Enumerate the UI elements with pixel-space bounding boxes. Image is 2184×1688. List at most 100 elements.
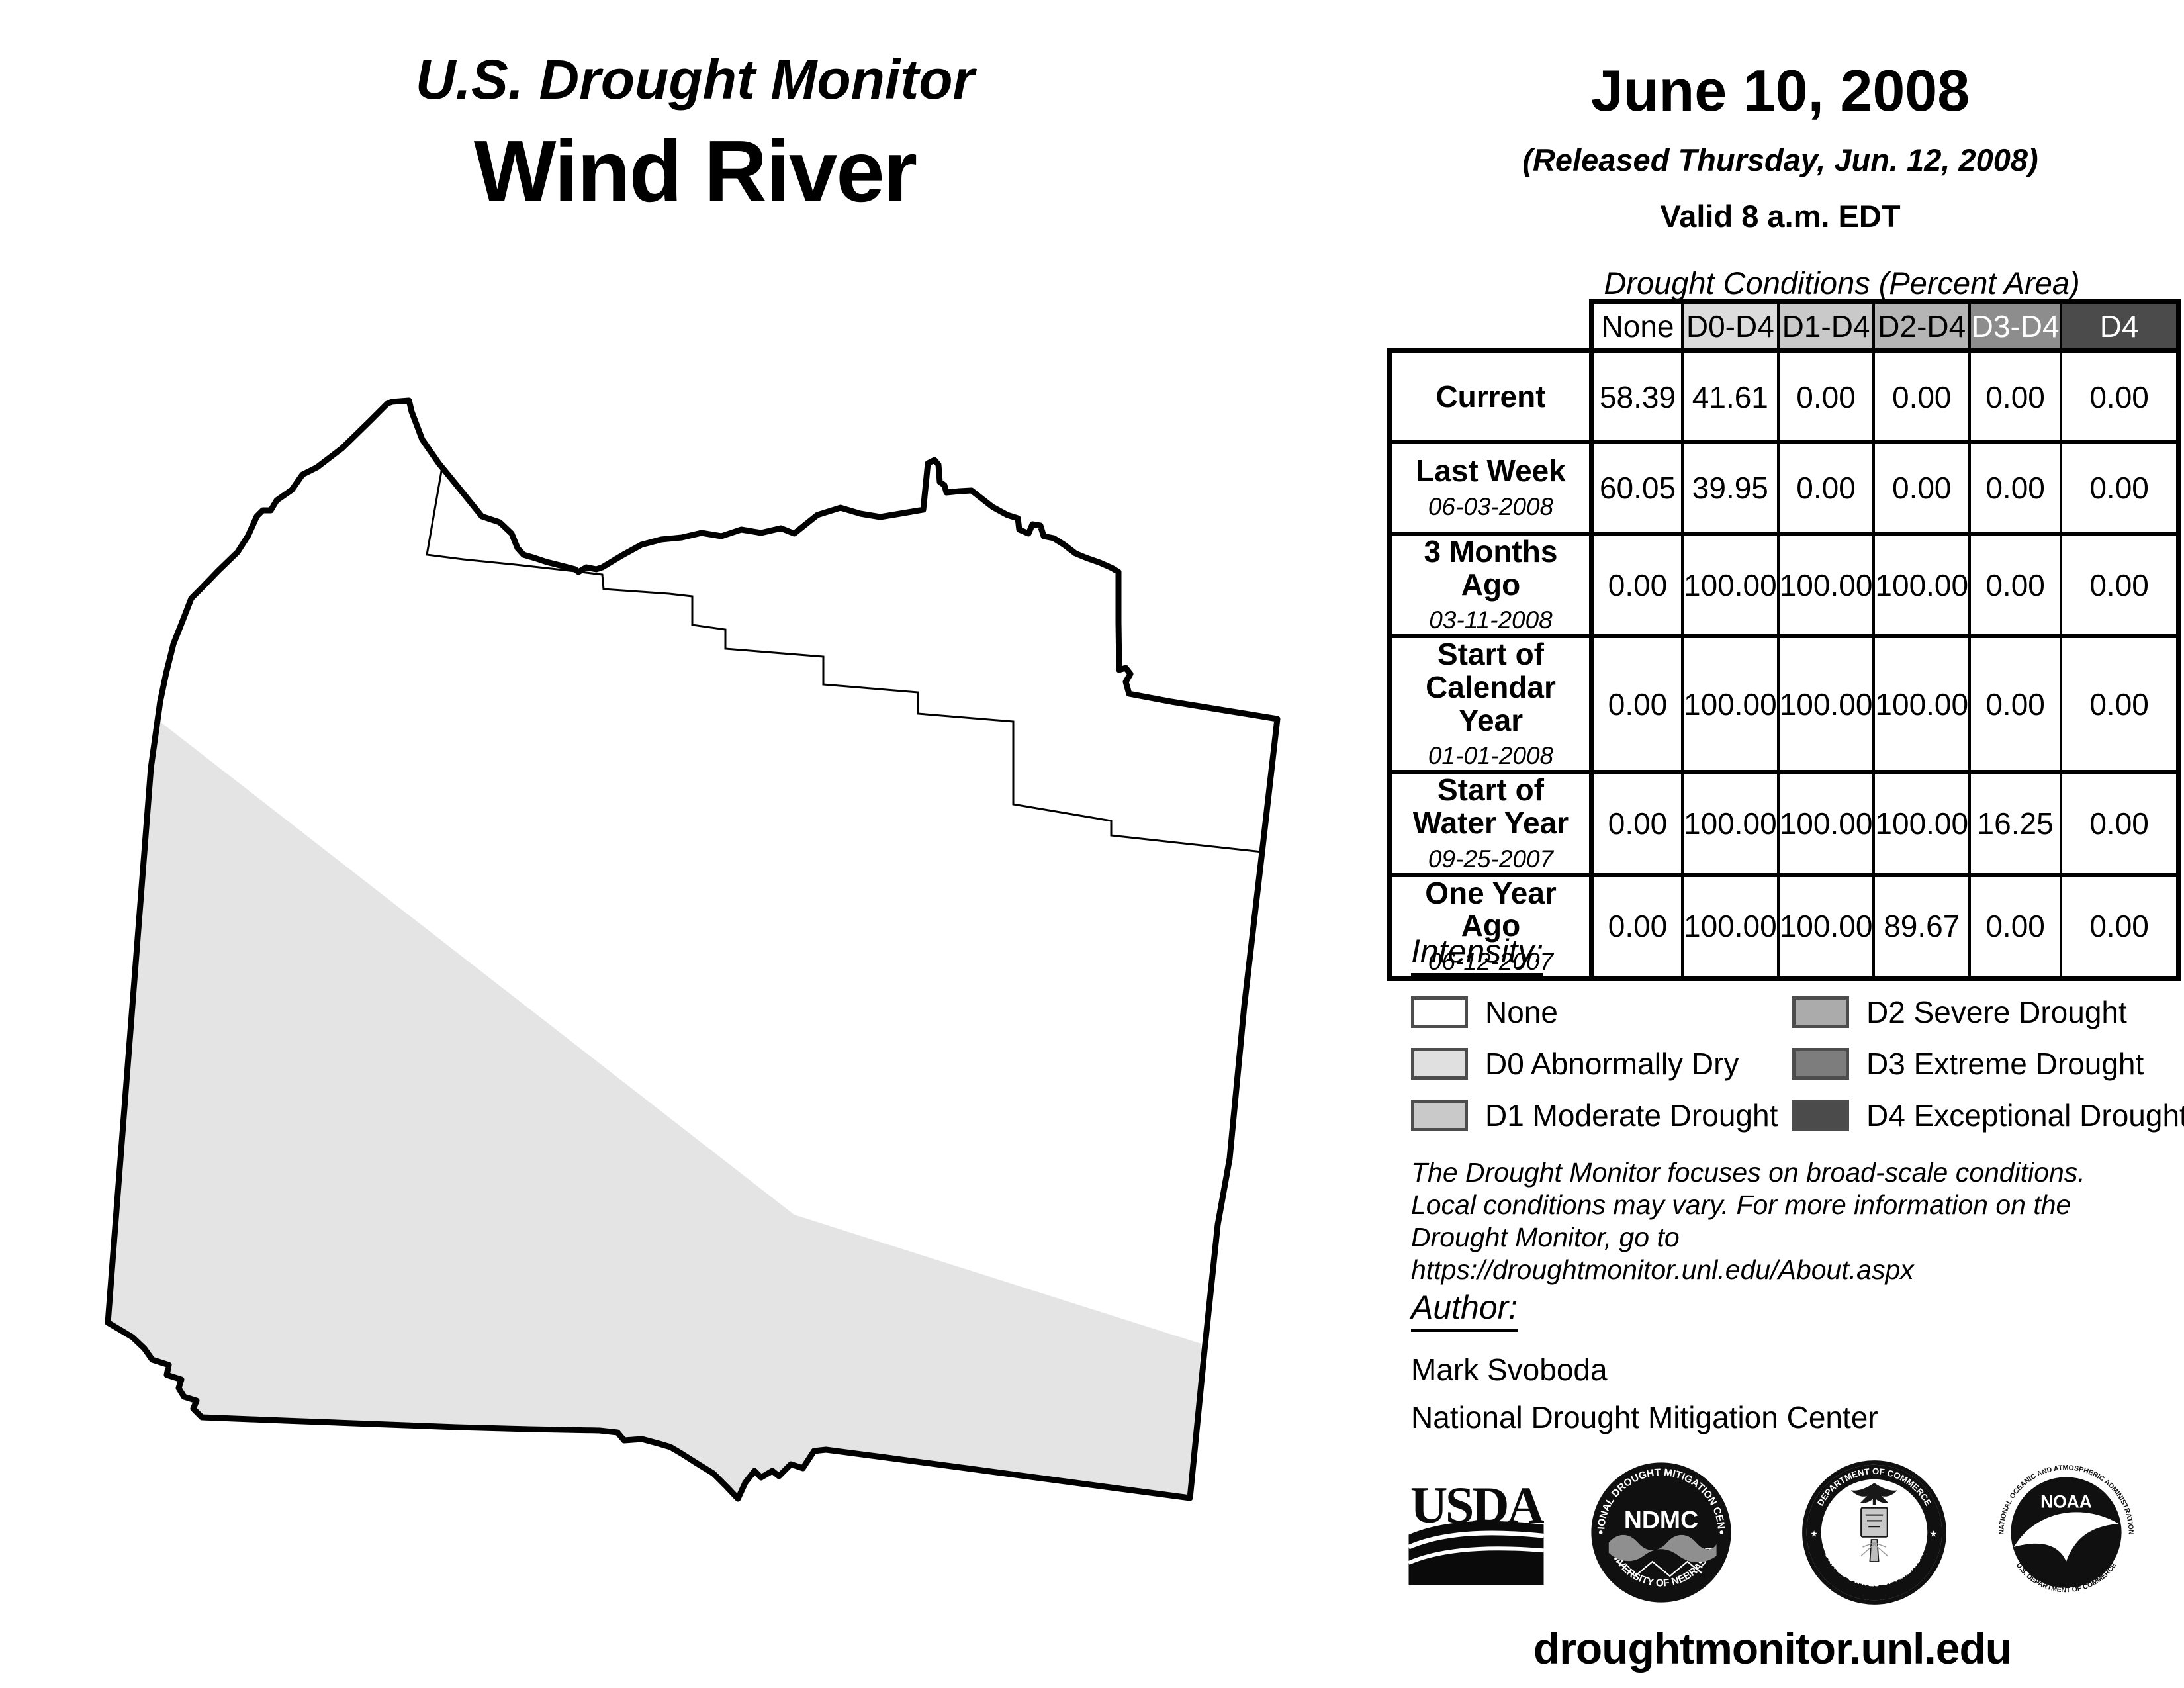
row-label-cell: 3 Months Ago 03-11-2008: [1387, 531, 1594, 639]
legend-swatch-icon: [1411, 996, 1468, 1028]
row-label-cell: Last Week 06-03-2008: [1387, 440, 1594, 536]
legend-swatch-icon: [1792, 1100, 1849, 1131]
commerce-ring-band: [1806, 1464, 1942, 1601]
value-cell: 16.25: [1968, 770, 2063, 877]
value-cell: 39.95: [1681, 440, 1780, 536]
table-corner-cell: [1390, 301, 1592, 351]
program-title: U.S. Drought Monitor: [415, 48, 975, 111]
ndmc-wave-icon: [1608, 1534, 1717, 1563]
ndmc-center-text: NDMC: [1624, 1505, 1698, 1533]
value-cell: 0.00: [1590, 872, 1684, 982]
map-reservation-border: [105, 397, 1281, 1502]
value-cell: 0.00: [1968, 440, 2063, 536]
commerce-shield-icon: [1860, 1507, 1888, 1538]
released-date: (Released Thursday, Jun. 12, 2008): [1522, 142, 2038, 177]
legend-label: D0 Abnormally Dry: [1485, 1047, 1739, 1081]
value-cell: 0.00: [1968, 531, 2063, 639]
value-cell: 58.39: [1590, 348, 1684, 444]
commerce-lighthouse-icon: [1869, 1539, 1880, 1562]
author-org: National Drought Mitigation Center: [1411, 1400, 1878, 1434]
disclaimer-line: Drought Monitor, go to https://droughtmo…: [1411, 1222, 1914, 1285]
value-cell: 0.00: [2060, 531, 2182, 639]
value-cell: 100.00: [1681, 634, 1780, 774]
disclaimer-line: The Drought Monitor focuses on broad-sca…: [1411, 1157, 2085, 1188]
drought-table: None D0-D4 D1-D4 D2-D4 D3-D4 D4 Current 58.39 4…: [1387, 299, 2182, 982]
footer-url: droughtmonitor.unl.edu: [1533, 1624, 2012, 1673]
legend-item: D4 Exceptional Drought: [1792, 1090, 2184, 1141]
usda-swoosh-icon: [1408, 1546, 1544, 1565]
ndmc-logo: NATIONAL DROUGHT MITIGATION CENTER UNIVE…: [1588, 1460, 1731, 1603]
value-cell: 0.00: [1872, 440, 1972, 536]
column-header-d3-d4: D3-D4: [1968, 299, 2063, 353]
legend-label: D3 Extreme Drought: [1866, 1047, 2144, 1081]
value-cell: 100.00: [1776, 531, 1876, 639]
legend-item: D3 Extreme Drought: [1792, 1038, 2184, 1090]
map-d0-area: [108, 720, 1201, 1499]
disclaimer: The Drought Monitor focuses on broad-sca…: [1411, 1156, 2184, 1286]
value-cell: 0.00: [1968, 348, 2063, 444]
author-name: Mark Svoboda: [1411, 1352, 1608, 1387]
region-title: Wind River: [473, 122, 917, 220]
usda-field-shape: [1408, 1521, 1544, 1585]
title-block: U.S. Drought Monitor Wind River: [212, 48, 1178, 221]
value-cell: 0.00: [1872, 348, 1972, 444]
column-header-d4: D4: [2060, 299, 2182, 353]
row-label: One Year Ago: [1425, 875, 1557, 943]
table-row: Start of Calendar Year 01-01-2008 0.00 100.…: [1387, 634, 2182, 774]
value-cell: 0.00: [1776, 440, 1876, 536]
valid-time: Valid 8 a.m. EDT: [1660, 199, 1901, 234]
row-date: 06-12-2007: [1428, 948, 1554, 976]
legend-label: None: [1485, 995, 1558, 1029]
row-date: 01-01-2008: [1428, 742, 1554, 770]
value-cell: 0.00: [2060, 348, 2182, 444]
legend-swatch-icon: [1411, 1048, 1468, 1080]
table-body: Current 58.39 41.61 0.00 0.00 0.00 0.00 Last We…: [1387, 348, 2182, 982]
row-label: 3 Months Ago: [1424, 534, 1558, 602]
author-block: Author: Mark Svoboda National Drought Mi…: [1411, 1288, 1878, 1435]
column-header-none: None: [1589, 299, 1684, 353]
column-header-d1-d4: D1-D4: [1776, 299, 1876, 353]
usda-swoosh-icon: [1408, 1530, 1544, 1550]
table-row: Last Week 06-03-2008 60.05 39.95 0.00 0.00 0.0…: [1387, 440, 2182, 536]
noaa-logo: NATIONAL OCEANIC AND ATMOSPHERIC ADMINIS…: [1996, 1462, 2136, 1603]
value-cell: 0.00: [2060, 872, 2182, 982]
value-cell: 100.00: [1872, 770, 1972, 877]
row-label-cell: Current: [1387, 348, 1594, 444]
value-cell: 0.00: [2060, 440, 2182, 536]
commerce-eagle-icon: [1850, 1483, 1898, 1505]
row-label-cell: Start of Water Year 09-25-2007: [1387, 770, 1594, 877]
map-date: June 10, 2008: [1590, 58, 1970, 123]
table-row: Current 58.39 41.61 0.00 0.00 0.00 0.00: [1387, 348, 2182, 444]
row-label-cell: Start of Calendar Year 01-01-2008: [1387, 634, 1594, 774]
value-cell: 0.00: [1968, 634, 2063, 774]
noaa-center-text: NOAA: [2040, 1492, 2092, 1512]
noaa-bird-icon: [2013, 1512, 2119, 1562]
ndmc-dot-icon: [1719, 1530, 1724, 1534]
value-cell: 100.00: [1681, 872, 1780, 982]
legend-item: D2 Severe Drought: [1792, 986, 2184, 1038]
value-cell: 0.00: [1590, 770, 1684, 877]
value-cell: 0.00: [1776, 348, 1876, 444]
star-icon: ★: [1810, 1529, 1818, 1539]
legend-label: D1 Moderate Drought: [1485, 1098, 1778, 1133]
disclaimer-line: Local conditions may vary. For more info…: [1411, 1190, 2071, 1220]
value-cell: 100.00: [1681, 531, 1780, 639]
ndmc-lattice-icon: [1617, 1560, 1703, 1577]
value-cell: 100.00: [1681, 770, 1780, 877]
row-label: Start of Water Year: [1412, 773, 1569, 841]
row-date: 09-25-2007: [1428, 845, 1554, 872]
legend-item: None: [1411, 986, 1792, 1038]
usda-logo: USDA: [1408, 1476, 1544, 1585]
map-county-line: [426, 467, 1263, 853]
row-label: Last Week: [1416, 453, 1566, 489]
column-header-d2-d4: D2-D4: [1872, 299, 1972, 353]
commerce-seal-logo: DEPARTMENT OF COMMERCE UNITED STATES OF …: [1802, 1460, 1946, 1605]
column-header-d0-d4: D0-D4: [1681, 299, 1780, 353]
intensity-heading: Intensity:: [1411, 932, 1544, 976]
table-row: 3 Months Ago 03-11-2008 0.00 100.00 100.00 10…: [1387, 531, 2182, 639]
commerce-rays-icon: [1860, 1542, 1888, 1556]
table-row: Start of Water Year 09-25-2007 0.00 100.00 1…: [1387, 770, 2182, 877]
row-date: 03-11-2008: [1429, 606, 1553, 634]
legend-swatch-icon: [1792, 996, 1849, 1028]
